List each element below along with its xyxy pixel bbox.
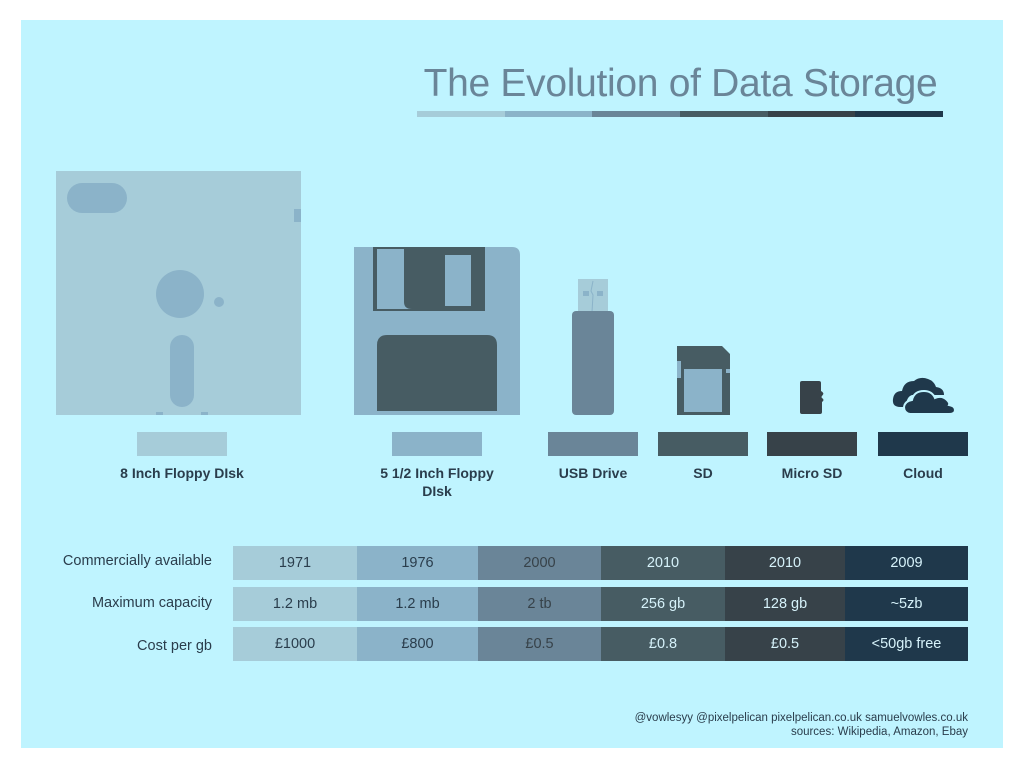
footer-credits: @vowlesyy @pixelpelican pixelpelican.co.…	[634, 712, 968, 724]
table-row-cost-per-gb: £1000 £800 £0.5 £0.8 £0.5 <50gb free	[233, 627, 968, 661]
floppy-5-inch-icon	[354, 247, 520, 415]
floppy-8-inch-icon	[56, 171, 301, 415]
title-color-bar	[417, 111, 944, 117]
table-cell: ~5zb	[845, 587, 968, 621]
table-cell: 1971	[233, 546, 357, 580]
micro-sd-icon	[800, 381, 824, 414]
device-label-5-inch-floppy: 5 1/2 Inch Floppy DIsk	[380, 465, 494, 499]
row-label-commercially-available: Commercially available	[62, 553, 212, 569]
table-cell: 128 gb	[725, 587, 845, 621]
table-cell: £0.5	[478, 627, 601, 661]
device-swatch	[548, 432, 638, 456]
table-cell: 1.2 mb	[357, 587, 478, 621]
table-row-maximum-capacity: 1.2 mb 1.2 mb 2 tb 256 gb 128 gb ~5zb	[233, 587, 968, 621]
table-cell: <50gb free	[845, 627, 968, 661]
table-cell: 256 gb	[601, 587, 725, 621]
table-cell: 2010	[725, 546, 845, 580]
table-cell: 2000	[478, 546, 601, 580]
device-label-8-inch-floppy: 8 Inch Floppy DIsk	[120, 465, 244, 481]
table-cell: £0.5	[725, 627, 845, 661]
footer-sources: sources: Wikipedia, Amazon, Ebay	[790, 726, 968, 738]
table-cell: 1.2 mb	[233, 587, 357, 621]
device-swatch	[767, 432, 857, 456]
cloud-icon	[892, 377, 956, 415]
table-row-commercially-available: 1971 1976 2000 2010 2010 2009	[233, 546, 968, 580]
device-label-micro-sd: Micro SD	[781, 465, 843, 481]
device-swatch	[392, 432, 482, 456]
page-title: The Evolution of Data Storage	[423, 62, 938, 105]
table-cell: £800	[357, 627, 478, 661]
row-label-cost-per-gb: Cost per gb	[137, 638, 212, 654]
footer: @vowlesyy @pixelpelican pixelpelican.co.…	[635, 711, 968, 739]
table-cell: 2009	[845, 546, 968, 580]
table-cell: 2 tb	[478, 587, 601, 621]
device-label-cloud: Cloud	[903, 465, 943, 481]
device-label-sd: SD	[693, 465, 713, 481]
table-cell: 2010	[601, 546, 725, 580]
table-cell: £0.8	[601, 627, 725, 661]
device-swatch	[878, 432, 968, 456]
row-label-maximum-capacity: Maximum capacity	[91, 595, 212, 611]
device-label-usb-drive: USB Drive	[558, 465, 628, 481]
table-cell: 1976	[357, 546, 478, 580]
sd-card-icon	[677, 346, 730, 415]
usb-drive-icon	[572, 279, 614, 415]
device-swatch	[658, 432, 748, 456]
device-swatch	[137, 432, 227, 456]
table-cell: £1000	[233, 627, 357, 661]
